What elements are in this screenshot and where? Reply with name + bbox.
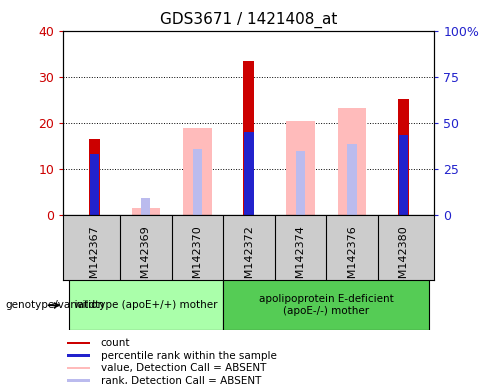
Bar: [399, 135, 408, 215]
Bar: [286, 121, 315, 215]
Bar: [296, 151, 305, 215]
Bar: [193, 149, 202, 215]
Bar: [244, 132, 254, 215]
Text: GSM142367: GSM142367: [89, 225, 100, 293]
Bar: [89, 139, 100, 215]
Bar: [398, 99, 409, 215]
Text: percentile rank within the sample: percentile rank within the sample: [101, 351, 276, 361]
Bar: [67, 354, 90, 357]
Bar: [132, 208, 160, 215]
Text: GSM142380: GSM142380: [398, 225, 408, 293]
Bar: [223, 280, 429, 330]
Text: genotype/variation: genotype/variation: [5, 300, 104, 310]
Bar: [67, 379, 90, 382]
Bar: [67, 367, 90, 369]
Bar: [244, 61, 254, 215]
Bar: [338, 108, 366, 215]
Text: GSM142369: GSM142369: [141, 225, 151, 293]
Text: count: count: [101, 338, 130, 348]
Title: GDS3671 / 1421408_at: GDS3671 / 1421408_at: [160, 12, 338, 28]
Text: GSM142374: GSM142374: [295, 225, 305, 293]
Text: GSM142372: GSM142372: [244, 225, 254, 293]
Bar: [141, 197, 150, 215]
Text: rank, Detection Call = ABSENT: rank, Detection Call = ABSENT: [101, 376, 261, 384]
Bar: [90, 154, 99, 215]
Text: GSM142376: GSM142376: [347, 225, 357, 293]
Bar: [183, 128, 211, 215]
Bar: [69, 280, 223, 330]
Text: GSM142370: GSM142370: [192, 225, 203, 293]
Text: value, Detection Call = ABSENT: value, Detection Call = ABSENT: [101, 363, 266, 373]
Bar: [67, 342, 90, 344]
Text: wildtype (apoE+/+) mother: wildtype (apoE+/+) mother: [74, 300, 218, 310]
Text: apolipoprotein E-deficient
(apoE-/-) mother: apolipoprotein E-deficient (apoE-/-) mot…: [259, 295, 393, 316]
Bar: [347, 144, 357, 215]
